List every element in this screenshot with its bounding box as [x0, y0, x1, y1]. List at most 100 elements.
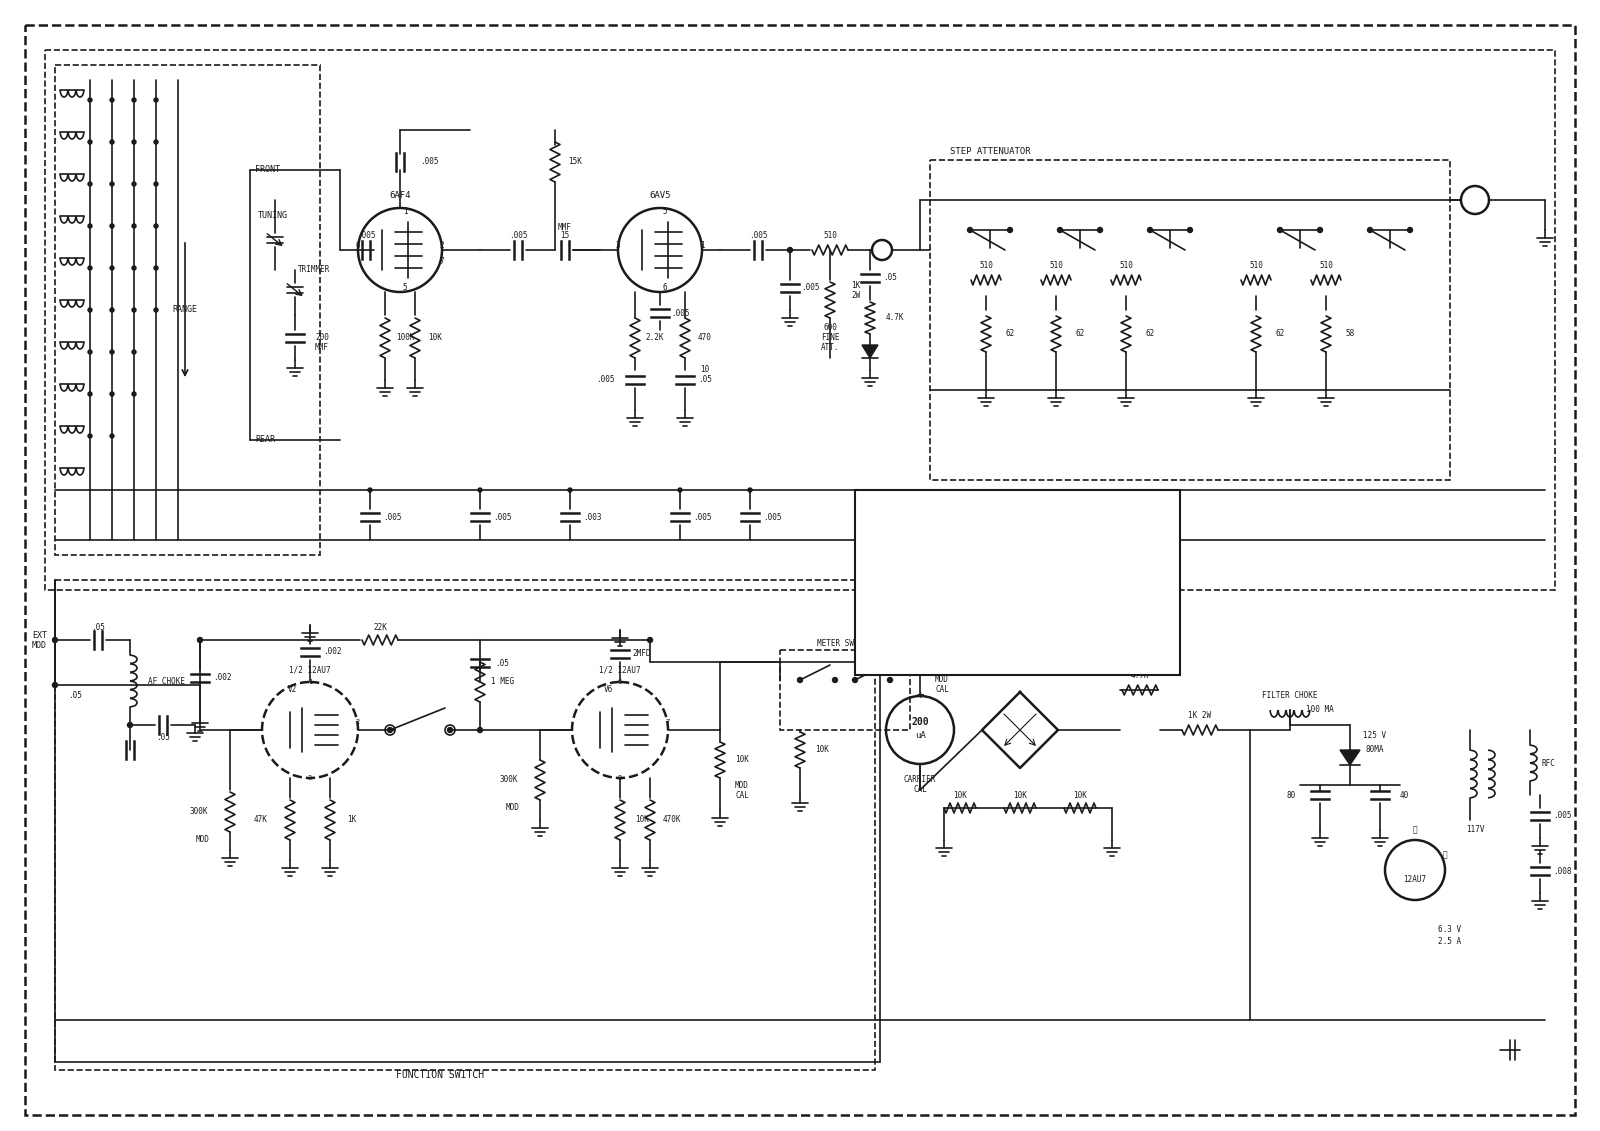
Circle shape [154, 182, 158, 185]
Text: 125 V: 125 V [1363, 731, 1387, 740]
Text: METER SWITCH: METER SWITCH [818, 639, 872, 648]
Text: 600: 600 [822, 323, 837, 333]
Text: uA: uA [915, 732, 925, 741]
Text: 1/2 12AU7: 1/2 12AU7 [598, 665, 642, 674]
Text: .005: .005 [763, 512, 781, 521]
Text: .005: .005 [670, 309, 690, 318]
Polygon shape [1341, 750, 1360, 765]
Text: 4.7K: 4.7K [1131, 672, 1149, 681]
Text: 300K: 300K [499, 776, 518, 785]
Text: MOD: MOD [197, 836, 210, 845]
Text: 100K: 100K [395, 334, 414, 343]
Circle shape [678, 487, 682, 492]
Text: ATT.: ATT. [821, 344, 840, 353]
Text: 1/2 12AU7: 1/2 12AU7 [290, 665, 331, 674]
Text: .05: .05 [69, 691, 82, 699]
Circle shape [1098, 227, 1102, 233]
Text: 62: 62 [1075, 329, 1085, 338]
Circle shape [128, 723, 133, 727]
Text: 1K 2W: 1K 2W [1189, 711, 1211, 720]
Text: 10K: 10K [635, 815, 650, 824]
Circle shape [832, 677, 837, 682]
Text: CONDENSER VALUES IN MFD: CONDENSER VALUES IN MFD [866, 613, 979, 622]
Text: FILTER CHOKE: FILTER CHOKE [1262, 691, 1318, 700]
Circle shape [88, 308, 93, 312]
Circle shape [110, 224, 114, 228]
Circle shape [88, 224, 93, 228]
Text: 10K: 10K [734, 756, 749, 765]
Text: .005: .005 [357, 232, 376, 241]
Text: 8: 8 [618, 775, 622, 782]
Circle shape [1187, 227, 1192, 233]
Circle shape [1147, 227, 1152, 233]
Text: .05: .05 [883, 274, 898, 283]
Circle shape [110, 308, 114, 312]
Text: 1: 1 [403, 207, 408, 216]
Text: .05: .05 [698, 375, 712, 385]
Text: MMF: MMF [315, 343, 330, 352]
Text: UNLESS MARKED OTHERWISE: UNLESS MARKED OTHERWISE [866, 631, 979, 640]
Bar [781, 650, 910, 729]
Text: CAL: CAL [914, 786, 926, 794]
Circle shape [448, 727, 453, 733]
Text: 2: 2 [440, 241, 445, 250]
Text: 10K: 10K [429, 334, 442, 343]
Text: +: + [917, 690, 923, 702]
Text: 6AV5: 6AV5 [650, 190, 670, 199]
Circle shape [154, 98, 158, 102]
Text: .002: .002 [323, 648, 341, 656]
Text: MEG= 1,000,000: MEG= 1,000,000 [866, 541, 934, 550]
Text: 15: 15 [560, 232, 570, 241]
Text: TUNING: TUNING [258, 210, 288, 219]
Circle shape [131, 266, 136, 270]
Circle shape [88, 349, 93, 354]
Circle shape [88, 182, 93, 185]
Text: FRONT: FRONT [254, 165, 280, 174]
Text: 10K: 10K [814, 745, 829, 754]
Text: 1 MEG: 1 MEG [491, 677, 515, 687]
Text: 470K: 470K [662, 815, 682, 824]
Text: 58: 58 [1346, 329, 1355, 338]
Circle shape [110, 182, 114, 185]
Circle shape [110, 434, 114, 438]
Text: .005: .005 [419, 157, 438, 166]
Text: 10K: 10K [1074, 792, 1086, 801]
Text: 80MA: 80MA [1366, 745, 1384, 754]
Text: RESISTOR VALUES IN OHMS: RESISTOR VALUES IN OHMS [866, 506, 979, 513]
Text: 2MFD: 2MFD [632, 649, 651, 658]
Circle shape [197, 638, 203, 642]
Text: 1: 1 [307, 679, 312, 685]
Text: MOD: MOD [506, 803, 520, 812]
Circle shape [53, 682, 58, 688]
Circle shape [88, 98, 93, 102]
Text: EXT: EXT [32, 630, 46, 639]
Text: ALL RESISTORS 1/2 WATT UNLESS: ALL RESISTORS 1/2 WATT UNLESS [866, 559, 1010, 568]
Text: V6: V6 [603, 685, 613, 694]
Text: 10K: 10K [954, 792, 966, 801]
Bar [854, 490, 1181, 675]
Text: CAL: CAL [934, 685, 949, 694]
Text: .008: .008 [1552, 866, 1571, 875]
Text: CAL: CAL [734, 792, 749, 801]
Text: 10: 10 [701, 365, 710, 374]
Text: 510: 510 [822, 232, 837, 241]
Circle shape [387, 727, 392, 733]
Text: 3: 3 [616, 241, 621, 250]
Circle shape [131, 349, 136, 354]
Text: MMF: MMF [558, 224, 571, 233]
Text: 62: 62 [1275, 329, 1285, 338]
Circle shape [568, 487, 573, 492]
Text: STEP ATTENUATOR: STEP ATTENUATOR [950, 147, 1030, 156]
Text: .005: .005 [800, 284, 819, 293]
Text: ②: ② [1443, 851, 1448, 860]
Text: 200: 200 [910, 717, 930, 727]
Text: 12AU7: 12AU7 [1403, 875, 1427, 884]
Circle shape [110, 98, 114, 102]
Text: .05: .05 [91, 622, 106, 631]
Text: 4.7K: 4.7K [886, 313, 904, 322]
Circle shape [131, 308, 136, 312]
Text: 10K: 10K [1013, 792, 1027, 801]
Text: AF CHOKE: AF CHOKE [147, 676, 186, 685]
Text: 1K: 1K [851, 282, 861, 291]
Text: 300K: 300K [189, 808, 208, 817]
